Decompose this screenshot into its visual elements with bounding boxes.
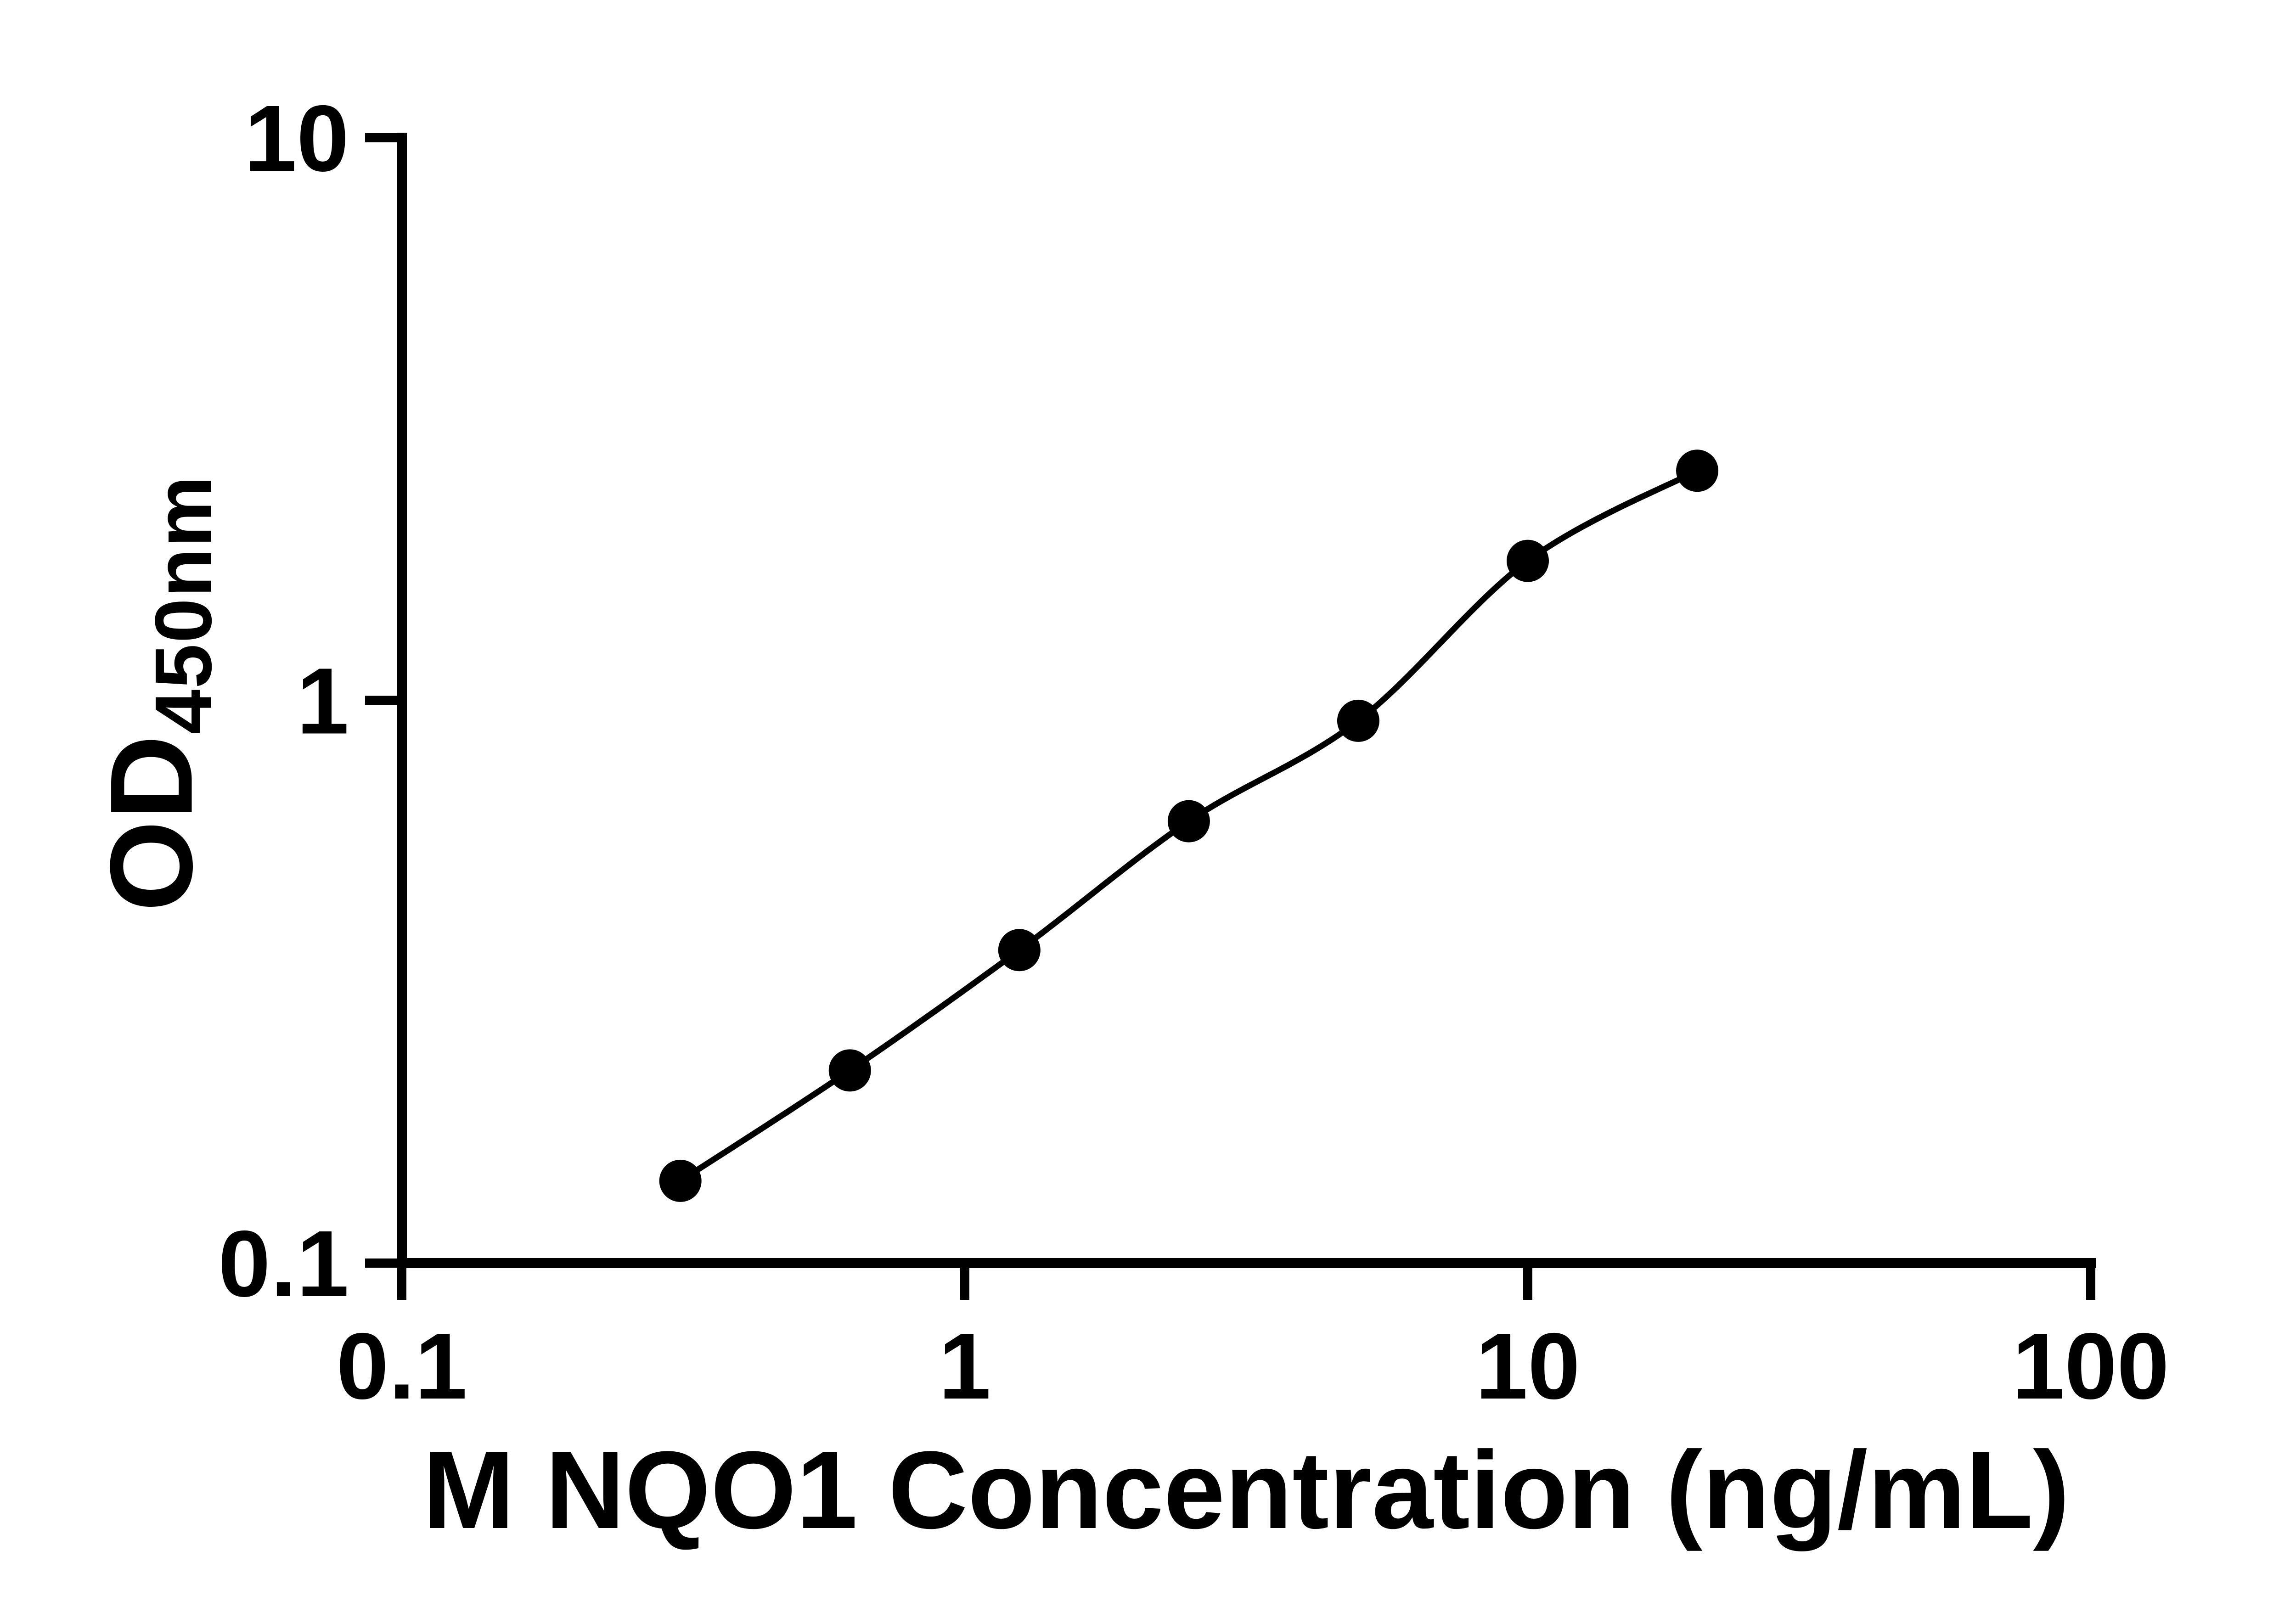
- y-tick-label: 10: [244, 86, 349, 191]
- x-axis-title: M NQO1 Concentration (ng/mL): [422, 1428, 2070, 1551]
- y-tick-label: 0.1: [218, 1211, 349, 1316]
- data-point: [1676, 449, 1719, 492]
- data-point: [1167, 800, 1210, 843]
- data-point: [659, 1159, 702, 1202]
- y-axis-title-subscript: 450nm: [139, 475, 229, 734]
- data-point: [1507, 539, 1549, 582]
- x-tick-label: 100: [2012, 1314, 2169, 1419]
- data-point: [998, 929, 1041, 972]
- x-tick-label: 1: [939, 1314, 991, 1419]
- data-point: [1337, 699, 1379, 742]
- y-axis-title: OD450nm: [84, 475, 229, 912]
- axis-lines: [397, 133, 2096, 1268]
- data-point: [828, 1049, 871, 1092]
- y-axis-title-main: OD: [86, 734, 217, 912]
- y-tick-label: 1: [297, 649, 349, 754]
- x-tick-label: 0.1: [337, 1314, 467, 1419]
- x-tick-label: 10: [1475, 1314, 1580, 1419]
